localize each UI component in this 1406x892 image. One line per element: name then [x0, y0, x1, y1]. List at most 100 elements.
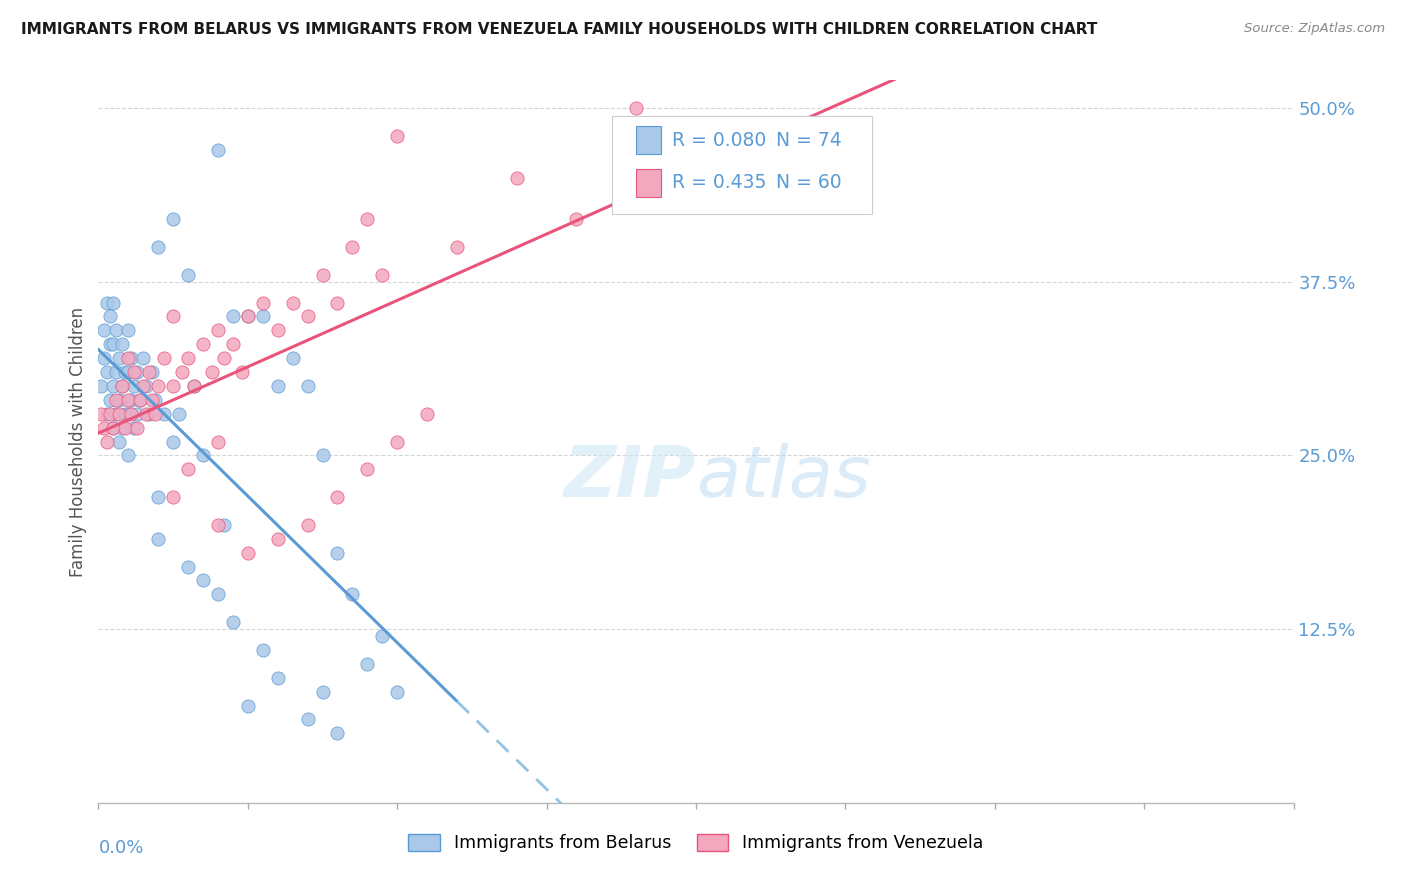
Point	[96, 434, 118, 449]
Point	[148, 532, 170, 546]
Point	[148, 490, 170, 504]
Point	[120, 351, 142, 366]
Point	[356, 462, 378, 476]
Point	[98, 392, 122, 407]
Point	[124, 420, 146, 434]
Point	[124, 379, 146, 393]
Point	[371, 629, 394, 643]
Point	[111, 420, 134, 434]
Point	[297, 517, 319, 532]
Point	[143, 407, 166, 421]
Point	[103, 420, 125, 434]
Point	[212, 351, 235, 366]
Text: R = 0.435: R = 0.435	[672, 173, 766, 193]
Point	[105, 407, 128, 421]
Point	[177, 559, 200, 574]
Point	[98, 337, 122, 351]
Point	[111, 379, 134, 393]
Point	[114, 365, 136, 379]
Point	[177, 351, 200, 366]
Point	[326, 546, 349, 560]
Point	[222, 615, 245, 630]
Point	[135, 379, 157, 393]
Point	[191, 449, 214, 463]
Point	[297, 310, 319, 324]
Point	[297, 713, 319, 727]
Point	[138, 365, 160, 379]
Point	[236, 310, 259, 324]
Point	[90, 379, 112, 393]
Point	[207, 517, 229, 532]
Point	[108, 392, 131, 407]
Point	[114, 407, 136, 421]
Point	[105, 323, 128, 337]
Point	[326, 490, 349, 504]
Point	[207, 323, 229, 337]
Point	[111, 379, 134, 393]
Point	[127, 420, 149, 434]
Point	[222, 310, 245, 324]
Point	[162, 490, 184, 504]
Point	[103, 295, 125, 310]
Point	[385, 128, 409, 143]
Point	[281, 351, 304, 366]
Point	[626, 101, 648, 115]
Point	[311, 449, 333, 463]
Point	[141, 392, 163, 407]
Point	[685, 128, 707, 143]
Point	[177, 268, 200, 282]
Text: IMMIGRANTS FROM BELARUS VS IMMIGRANTS FROM VENEZUELA FAMILY HOUSEHOLDS WITH CHIL: IMMIGRANTS FROM BELARUS VS IMMIGRANTS FR…	[21, 22, 1098, 37]
Text: 0.0%: 0.0%	[98, 838, 143, 857]
Point	[111, 337, 134, 351]
Point	[117, 351, 139, 366]
Point	[105, 392, 128, 407]
Point	[252, 295, 274, 310]
Point	[132, 379, 155, 393]
Point	[416, 407, 439, 421]
Point	[117, 407, 139, 421]
Point	[117, 323, 139, 337]
Point	[183, 379, 205, 393]
Text: atlas: atlas	[696, 443, 870, 512]
Point	[96, 295, 118, 310]
Legend: Immigrants from Belarus, Immigrants from Venezuela: Immigrants from Belarus, Immigrants from…	[402, 827, 990, 859]
Point	[108, 351, 131, 366]
Point	[162, 212, 184, 227]
Point	[162, 434, 184, 449]
Point	[143, 392, 166, 407]
Point	[311, 268, 333, 282]
Point	[326, 726, 349, 740]
Point	[236, 310, 259, 324]
Text: N = 60: N = 60	[776, 173, 842, 193]
Point	[167, 407, 190, 421]
Point	[162, 379, 184, 393]
Point	[127, 365, 149, 379]
Point	[342, 240, 364, 254]
Point	[96, 365, 118, 379]
Point	[267, 323, 290, 337]
Point	[93, 323, 115, 337]
Point	[98, 407, 122, 421]
Y-axis label: Family Households with Children: Family Households with Children	[69, 307, 87, 576]
Point	[103, 337, 125, 351]
Point	[252, 643, 274, 657]
Point	[207, 587, 229, 601]
Point	[138, 407, 160, 421]
Point	[108, 407, 131, 421]
Point	[135, 407, 157, 421]
Point	[90, 407, 112, 421]
Point	[356, 212, 378, 227]
Point	[103, 379, 125, 393]
Point	[141, 365, 163, 379]
Point	[117, 392, 139, 407]
Point	[162, 310, 184, 324]
Point	[172, 365, 194, 379]
Point	[120, 407, 142, 421]
Point	[231, 365, 253, 379]
Point	[98, 310, 122, 324]
Point	[281, 295, 304, 310]
Point	[132, 351, 155, 366]
Point	[267, 671, 290, 685]
Point	[153, 351, 176, 366]
Point	[446, 240, 468, 254]
